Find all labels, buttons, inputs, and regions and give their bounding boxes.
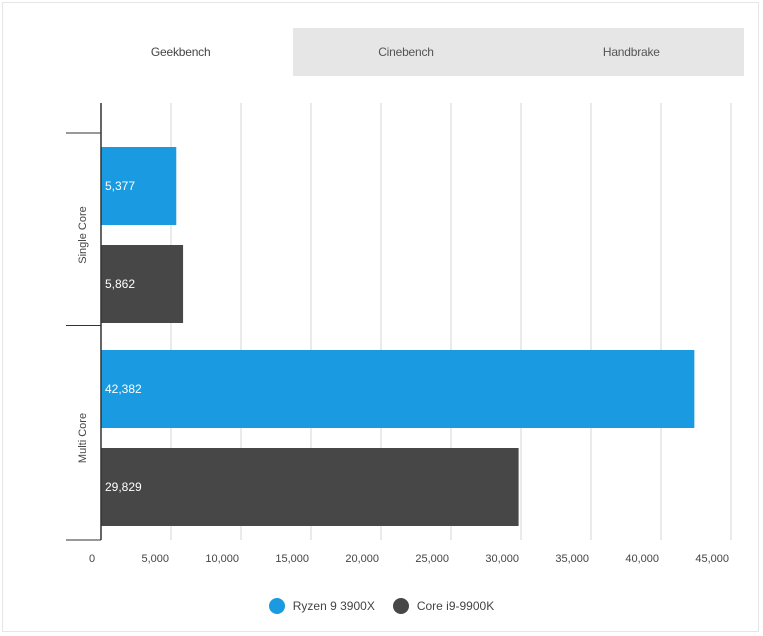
bar-label-multi-core-1: 29,829 — [105, 480, 142, 494]
legend-label-ryzen: Ryzen 9 3900X — [292, 599, 375, 613]
legend-swatch-ryzen — [268, 598, 285, 614]
bar-multi-core-0 — [101, 350, 695, 428]
x-tick-label-45000: 45,000 — [695, 553, 729, 565]
legend-label-core: Core i9-9900K — [416, 599, 495, 613]
x-tick-label-0: 0 — [89, 553, 95, 565]
bar-label-multi-core-0: 42,382 — [105, 382, 142, 396]
x-tick-label-20000: 20,000 — [345, 553, 379, 565]
x-tick-label-15000: 15,000 — [275, 553, 309, 565]
legend-swatch-core — [392, 598, 409, 614]
bar-multi-core-1 — [101, 448, 519, 526]
tab-geekbench[interactable]: Geekbench — [68, 28, 294, 76]
x-tick-label-10000: 10,000 — [205, 553, 239, 565]
bar-single-core-1 — [101, 245, 184, 323]
x-tick-label-35000: 35,000 — [555, 553, 589, 565]
x-tick-label-25000: 25,000 — [415, 553, 449, 565]
legend-item-core[interactable]: Core i9-9900K — [392, 598, 495, 614]
bar-label-single-core-1: 5,862 — [105, 277, 135, 291]
tab-handbrake[interactable]: Handbrake — [602, 45, 660, 59]
x-tick-label-40000: 40,000 — [625, 553, 659, 565]
legend: Ryzen 9 3900X Core i9-9900K — [0, 598, 763, 614]
x-tick-label-30000: 30,000 — [485, 553, 519, 565]
benchmark-tabs: Geekbench Cinebench Handbrake — [68, 28, 744, 76]
bar-label-single-core-0: 5,377 — [105, 179, 135, 193]
tab-cinebench[interactable]: Cinebench — [378, 45, 434, 59]
legend-item-ryzen[interactable]: Ryzen 9 3900X — [268, 598, 375, 614]
x-tick-label-5000: 5,000 — [141, 553, 169, 565]
category-label-0: Single Core — [77, 206, 89, 263]
category-label-1: Multi Core — [77, 413, 89, 463]
bar-single-core-0 — [101, 147, 177, 225]
